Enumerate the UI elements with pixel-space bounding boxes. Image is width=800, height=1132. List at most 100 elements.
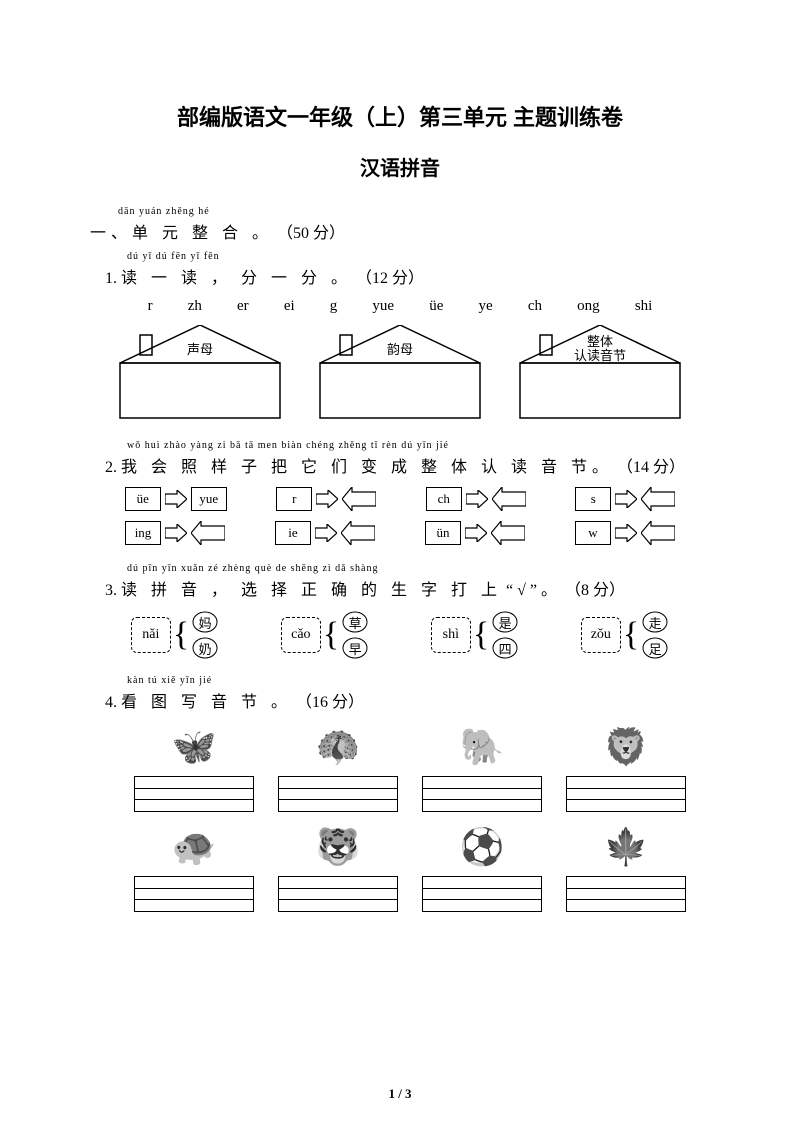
arrow-empty-icon <box>341 521 375 545</box>
q3-item: zǒu { 走 足 <box>581 610 669 660</box>
q2-points: （14 分） <box>617 459 685 476</box>
section-1-han: 一、单 元 整 合 。 <box>90 225 273 242</box>
q2-row1: üe yue r ch s <box>100 487 700 511</box>
arrow-pair: r <box>276 487 376 511</box>
arrow-right-icon <box>165 524 187 542</box>
q4-num: 4. <box>105 694 117 711</box>
title-sub: 汉语拼音 <box>90 152 710 181</box>
q2-ruby: wǒ huì zhào yàng zi bǎ tā men biàn chéng… <box>127 440 710 451</box>
turtle-icon: 🐢 <box>154 822 234 872</box>
q1-letter: g <box>330 298 338 315</box>
flower-option: 是 <box>491 610 519 634</box>
q3-pinyin-box: nǎi <box>131 617 171 653</box>
q1-letters-row: r zh er ei g yue üe ye ch ong shi <box>130 298 670 315</box>
arrow-right-icon <box>315 524 337 542</box>
arrow-box: üe <box>125 487 161 511</box>
arrow-right-icon <box>466 490 488 508</box>
q1-letter: ch <box>528 298 542 315</box>
elephant-icon: 🐘 <box>442 722 522 772</box>
q3-item: cǎo { 草 早 <box>281 610 369 660</box>
arrow-empty-icon <box>641 487 675 511</box>
q3-pinyin-box: zǒu <box>581 617 621 653</box>
q2-num: 2. <box>105 459 117 476</box>
q1-letter: üe <box>429 298 443 315</box>
house-shengmu: 声母 <box>115 325 285 420</box>
flower-option: 妈 <box>191 610 219 634</box>
grid-cell: 🦁 <box>562 722 690 812</box>
arrow-box: s <box>575 487 611 511</box>
pinyin-write-box <box>566 776 686 812</box>
arrow-box: w <box>575 521 611 545</box>
arrow-empty-icon <box>491 521 525 545</box>
q2-han: 我 会 照 样 子 把 它 们 变 成 整 体 认 读 音 节。 <box>121 459 613 476</box>
arrow-right-icon <box>316 490 338 508</box>
brace-icon: { <box>473 621 489 648</box>
arrow-right-icon <box>465 524 487 542</box>
lion-icon: 🦁 <box>586 722 666 772</box>
arrow-box: ing <box>125 521 161 545</box>
grid-cell: 🦋 <box>130 722 258 812</box>
q4-points: （16 分） <box>296 694 364 711</box>
q4-ruby: kàn tú xiě yīn jié <box>127 675 710 686</box>
q1-points: （12 分） <box>356 270 424 287</box>
flower-option: 奶 <box>191 636 219 660</box>
q1-letter: yue <box>372 298 394 315</box>
q3-han: 读 拼 音 ， 选 择 正 确 的 生 字 打 上 <box>121 582 502 599</box>
arrow-right-icon <box>615 524 637 542</box>
section-1-ruby: dān yuán zhěng hé <box>118 206 710 217</box>
flower-option: 早 <box>341 636 369 660</box>
flower-option: 足 <box>641 636 669 660</box>
q1-letter: zh <box>188 298 202 315</box>
question-2: wǒ huì zhào yàng zi bǎ tā men biàn chéng… <box>105 440 710 477</box>
grid-cell: 🐯 <box>274 822 402 912</box>
arrow-box: yue <box>191 487 227 511</box>
q1-letter: er <box>237 298 249 315</box>
arrow-pair: s <box>575 487 675 511</box>
tiger-icon: 🐯 <box>298 822 378 872</box>
q2-arrow-area: üe yue r ch s ing ie <box>100 487 700 545</box>
house-label-2: 韵母 <box>315 343 485 357</box>
q4-han: 看 图 写 音 节 。 <box>121 694 292 711</box>
question-3: dú pīn yīn xuǎn zé zhèng què de shēng zì… <box>105 563 710 600</box>
pinyin-write-box <box>278 776 398 812</box>
arrow-box: ch <box>426 487 462 511</box>
q3-pinyin-box: cǎo <box>281 617 321 653</box>
arrow-empty-icon <box>641 521 675 545</box>
house-yunmu: 韵母 <box>315 325 485 420</box>
house-label-1: 声母 <box>115 343 285 357</box>
arrow-box: ie <box>275 521 311 545</box>
q3-points: （8 分） <box>565 582 625 599</box>
q1-letter: shi <box>635 298 653 315</box>
pinyin-write-box <box>134 776 254 812</box>
title-main: 部编版语文一年级（上）第三单元 主题训练卷 <box>90 100 710 132</box>
section-1-points: （50 分） <box>277 225 345 242</box>
house-label-3: 整体 认读音节 <box>515 335 685 364</box>
pinyin-write-box <box>422 876 542 912</box>
arrow-right-icon <box>615 490 637 508</box>
arrow-empty-icon <box>191 521 225 545</box>
grid-cell: 🦚 <box>274 722 402 812</box>
arrow-box: ün <box>425 521 461 545</box>
q1-letter: r <box>148 298 153 315</box>
q1-houses: 声母 韵母 整体 认读音节 <box>100 325 700 420</box>
page-number: 1 / 3 <box>0 1086 800 1102</box>
q1-num: 1. <box>105 270 117 287</box>
q3-tail: “√”。 <box>506 582 561 599</box>
q3-ruby: dú pīn yīn xuǎn zé zhèng què de shēng zì… <box>127 563 710 574</box>
arrow-pair: ie <box>275 521 375 545</box>
q3-num: 3. <box>105 582 117 599</box>
q1-letter: ye <box>479 298 493 315</box>
arrow-pair: ch <box>426 487 526 511</box>
arrow-empty-icon <box>342 487 376 511</box>
brace-icon: { <box>323 621 339 648</box>
peacock-icon: 🦚 <box>298 722 378 772</box>
maple-leaf-icon: 🍁 <box>586 822 666 872</box>
arrow-pair: üe yue <box>125 487 227 511</box>
grid-cell: 🐢 <box>130 822 258 912</box>
house-zhengti: 整体 认读音节 <box>515 325 685 420</box>
arrow-pair: w <box>575 521 675 545</box>
butterfly-icon: 🦋 <box>154 722 234 772</box>
q4-grid: 🦋 🦚 🐘 🦁 🐢 🐯 ⚽ 🍁 <box>130 722 690 912</box>
flower-option: 走 <box>641 610 669 634</box>
grid-cell: 🍁 <box>562 822 690 912</box>
